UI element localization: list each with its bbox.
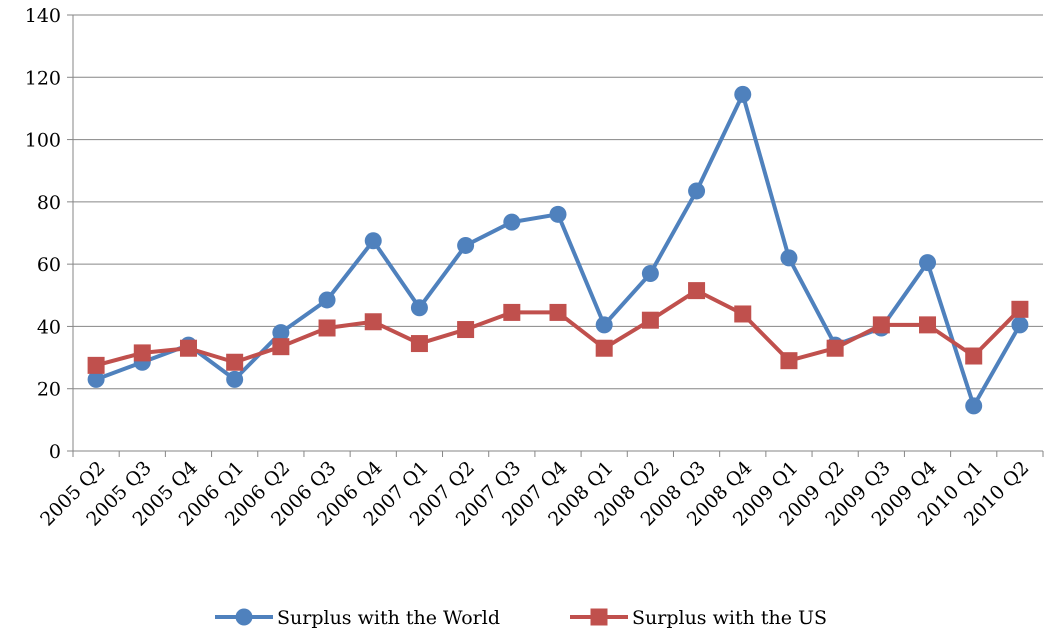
data-point — [1011, 316, 1029, 334]
legend-label: Surplus with the World — [277, 607, 500, 629]
data-point — [272, 324, 290, 342]
data-point — [457, 236, 475, 254]
data-point — [734, 85, 752, 103]
data-point — [919, 316, 937, 334]
data-point — [503, 213, 521, 231]
data-point — [688, 282, 706, 300]
data-point — [364, 232, 382, 250]
data-point — [734, 305, 752, 323]
y-tick-label: 0 — [49, 441, 61, 463]
legend: Surplus with the World Surplus with the U… — [215, 607, 827, 629]
data-point — [595, 316, 613, 334]
legend-item: Surplus with the US — [570, 607, 827, 629]
legend-label: Surplus with the US — [632, 607, 827, 629]
y-tick-label: 40 — [37, 316, 61, 338]
legend-marker — [590, 608, 608, 626]
data-point — [457, 321, 475, 339]
data-point — [688, 182, 706, 200]
data-point — [364, 313, 382, 331]
y-tick-label: 140 — [25, 5, 61, 27]
y-tick-label: 100 — [25, 130, 61, 152]
series-us — [87, 282, 1029, 374]
data-point — [549, 303, 567, 321]
data-point — [133, 344, 151, 362]
data-point — [826, 339, 844, 357]
y-tick-label: 120 — [25, 67, 61, 89]
data-point — [965, 397, 983, 415]
data-point — [87, 370, 105, 388]
data-point — [872, 316, 890, 334]
legend-item: Surplus with the World — [215, 607, 500, 629]
data-point — [780, 352, 798, 370]
data-point — [780, 249, 798, 267]
data-point — [1011, 300, 1029, 318]
y-tick-label: 60 — [37, 254, 61, 276]
data-point — [272, 338, 290, 356]
data-point — [318, 319, 336, 337]
data-point — [641, 311, 659, 329]
axes — [67, 14, 1044, 457]
series-group — [87, 85, 1029, 415]
data-point — [595, 339, 613, 357]
y-axis-tick-labels: 0 20 40 60 80 100 120 140 — [25, 5, 61, 463]
gridlines — [73, 14, 1043, 390]
data-point — [226, 353, 244, 371]
data-point — [226, 370, 244, 388]
legend-marker — [235, 608, 253, 626]
data-point — [87, 356, 105, 374]
data-point — [919, 254, 937, 272]
y-tick-label: 20 — [37, 379, 61, 401]
data-point — [503, 303, 521, 321]
data-point — [965, 347, 983, 365]
data-point — [549, 205, 567, 223]
y-tick-label: 80 — [37, 192, 61, 214]
data-point — [410, 335, 428, 353]
data-point — [641, 264, 659, 282]
data-point — [179, 339, 197, 357]
data-point — [318, 291, 336, 309]
data-point — [410, 299, 428, 317]
